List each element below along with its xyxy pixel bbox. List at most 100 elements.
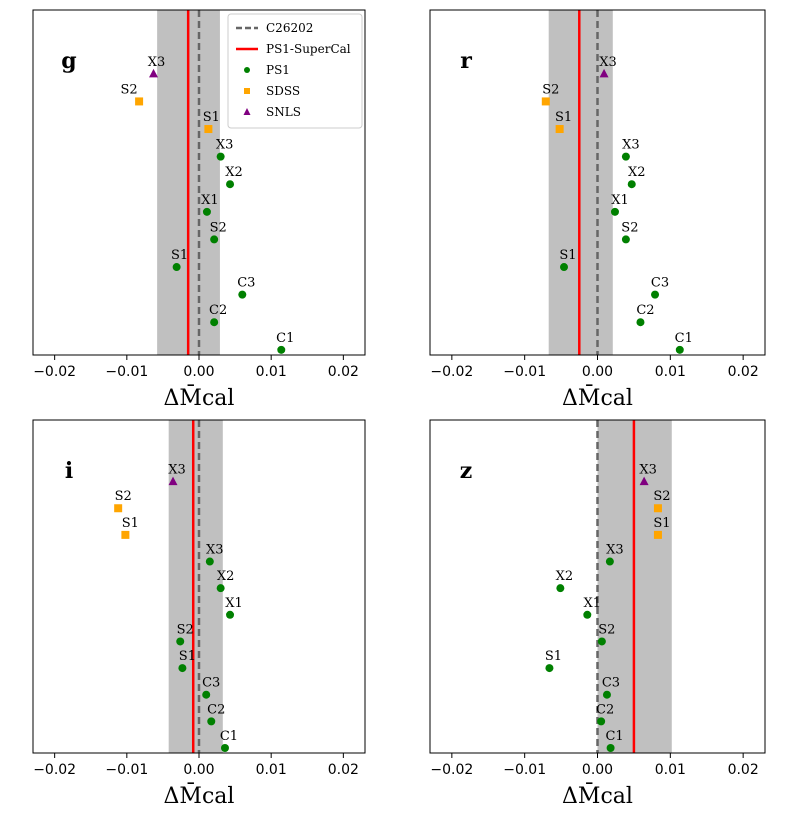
point-label: X3 [639, 463, 657, 478]
point-label: C3 [602, 676, 620, 691]
point-ps1-x1 [610, 207, 619, 216]
point-ps1-s1 [178, 664, 187, 673]
point-ps1-x2 [216, 584, 225, 593]
point-ps1-s2 [597, 637, 606, 646]
point-label: C3 [202, 676, 220, 691]
point-label: S2 [115, 489, 132, 504]
legend-label-snls: SNLS [266, 105, 301, 119]
x-tick-label: 0.00 [582, 762, 613, 778]
point-label: C3 [651, 276, 669, 291]
point-sdss-s1 [555, 125, 564, 134]
point-label: S1 [559, 248, 576, 263]
calibration-band [168, 420, 223, 753]
x-tick-label: −0.02 [33, 364, 76, 380]
point-label: X1 [201, 193, 219, 208]
x-tick-label: −0.02 [430, 364, 473, 380]
legend-label-c26202: C26202 [266, 21, 313, 35]
point-label: X3 [148, 55, 166, 70]
legend: C26202 PS1-SuperCal PS1 SDSS SNLS [227, 13, 363, 129]
point-ps1-c3 [238, 290, 247, 299]
point-ps1-c1 [277, 345, 286, 354]
point-label: S1 [203, 110, 220, 125]
point-label: S2 [121, 82, 138, 97]
legend-label-ps1-supercal: PS1-SuperCal [266, 42, 351, 56]
point-label: S2 [621, 220, 638, 235]
band-label: r [460, 48, 472, 74]
legend-swatch-snls [243, 108, 251, 115]
point-ps1-x2 [226, 180, 235, 189]
point-sdss-s1 [204, 125, 213, 134]
point-ps1-s2 [176, 637, 185, 646]
point-label: S1 [545, 649, 562, 664]
x-tick-label: 0.02 [728, 364, 759, 380]
x-tick-label: −0.02 [33, 762, 76, 778]
band-label: i [65, 458, 73, 484]
x-tick-label: 0.01 [655, 762, 686, 778]
point-ps1-x1 [202, 207, 211, 216]
x-tick-label: −0.02 [430, 762, 473, 778]
point-label: X1 [225, 596, 243, 611]
point-snls-x3 [168, 476, 178, 486]
point-snls-x3 [639, 476, 649, 486]
point-label: S1 [179, 649, 196, 664]
point-label: X2 [556, 569, 574, 584]
point-label: S2 [177, 622, 194, 637]
x-axis-label: ΔM̄cal [562, 384, 633, 411]
point-sdss-s1 [653, 530, 662, 539]
point-ps1-s1 [560, 263, 568, 272]
point-label: S2 [210, 220, 227, 235]
point-label: C1 [675, 331, 693, 346]
point-label: C1 [220, 729, 238, 744]
point-ps1-c2 [207, 717, 216, 726]
point-label: X1 [584, 596, 602, 611]
point-label: X2 [628, 165, 646, 180]
point-label: C2 [207, 702, 225, 717]
legend-swatch-sdss [244, 88, 250, 94]
point-label: X3 [599, 55, 617, 70]
point-ps1-x1 [226, 610, 235, 619]
point-label: S1 [171, 248, 188, 263]
point-sdss-s2 [541, 97, 550, 106]
point-label: S1 [653, 516, 670, 531]
x-axis-label: ΔM̄cal [164, 782, 235, 809]
x-tick-label: −0.01 [503, 364, 546, 380]
x-tick-label: 0.01 [256, 762, 287, 778]
point-label: S1 [555, 110, 572, 125]
point-sdss-s2 [653, 504, 662, 513]
point-snls-x3 [149, 68, 159, 78]
x-axis-label: ΔM̄cal [164, 384, 235, 411]
legend-swatch-ps1 [244, 67, 250, 73]
calibration-band [548, 10, 613, 355]
panel-r: X3 S2 S1 X3 X2 X1 S2 S1 C3 C2 C1 −0.02 −0.01 0.00 0.01… [429, 9, 766, 411]
point-label: X3 [606, 543, 624, 558]
band-label: z [460, 458, 473, 484]
band-label: g [61, 48, 76, 74]
x-tick-label: 0.02 [328, 762, 359, 778]
panel-i: X3 S2 S1 X3 X2 X1 S2 S1 C3 C2 C1 −0.02 −0.01 0.00 0.01… [32, 419, 366, 809]
point-ps1-s1 [172, 263, 181, 272]
legend-label-sdss: SDSS [266, 84, 300, 98]
point-label: X3 [206, 543, 224, 558]
point-ps1-c3 [602, 690, 611, 699]
point-sdss-s2 [135, 97, 144, 106]
point-ps1-c2 [210, 318, 219, 327]
point-ps1-x3 [605, 557, 614, 566]
point-ps1-x3 [216, 152, 225, 161]
point-label: X3 [216, 138, 234, 153]
point-ps1-s2 [210, 235, 219, 244]
point-ps1-x2 [627, 180, 636, 189]
legend-label-ps1: PS1 [266, 63, 290, 77]
x-tick-label: 0.00 [183, 364, 214, 380]
panel-g: X3 S2 S1 X3 X2 X1 S2 S1 C3 C2 C1 −0.02 −0.01 0.00 0.01… [32, 9, 366, 411]
point-ps1-x1 [583, 610, 592, 619]
x-tick-label: 0.01 [256, 364, 287, 380]
point-label: C3 [237, 276, 255, 291]
x-tick-label: 0.02 [728, 762, 759, 778]
point-label: S1 [122, 516, 139, 531]
x-tick-label: 0.00 [183, 762, 214, 778]
point-label: C1 [276, 331, 294, 346]
point-label: X1 [611, 193, 629, 208]
point-ps1-x2 [556, 584, 565, 593]
point-ps1-x3 [621, 152, 630, 161]
point-ps1-c2 [636, 318, 645, 327]
